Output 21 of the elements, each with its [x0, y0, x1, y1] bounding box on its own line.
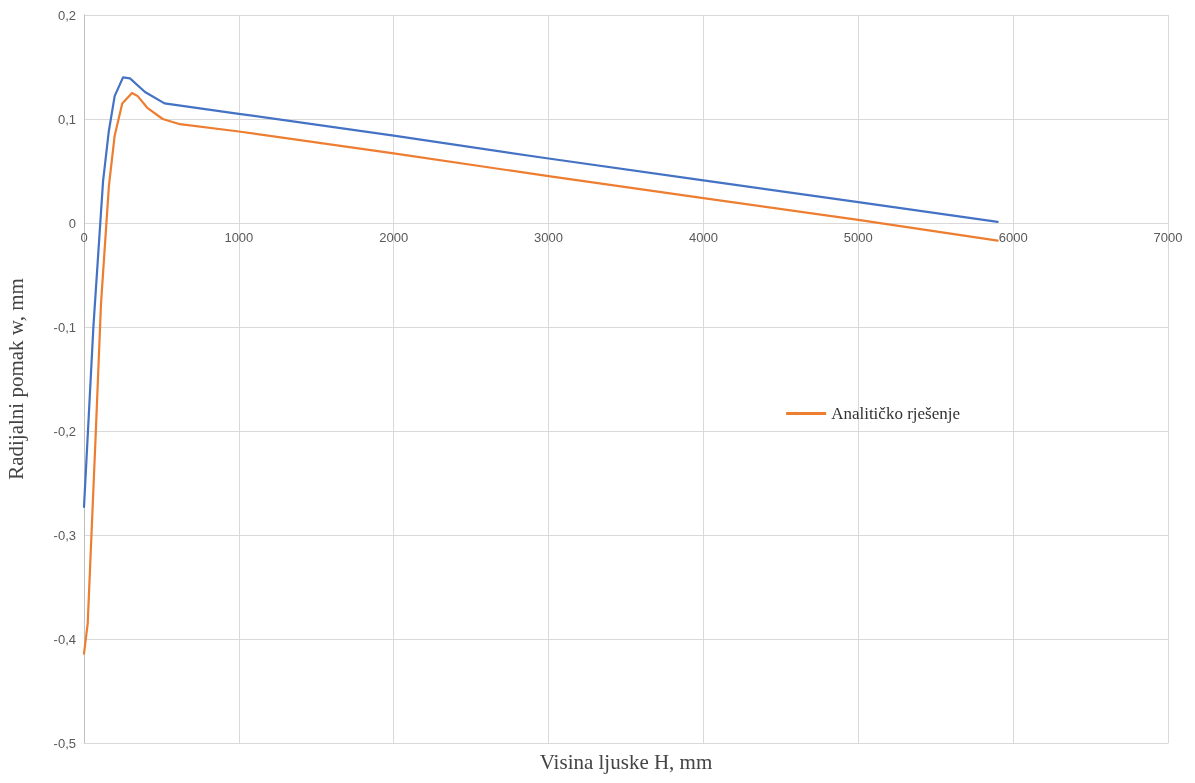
x-tick-label: 0	[80, 230, 88, 245]
x-tick-label: 1000	[224, 230, 254, 245]
x-tick-label: 2000	[379, 230, 409, 245]
y-tick-label: 0	[68, 215, 76, 231]
y-tick-label: -0,3	[53, 527, 76, 543]
x-tick-label: 4000	[688, 230, 718, 245]
legend-label: Analitičko rješenje	[831, 404, 961, 423]
y-tick-label: 0,2	[57, 7, 76, 23]
y-tick-label: -0,5	[53, 735, 76, 751]
y-tick-label: -0,4	[53, 631, 76, 647]
y-axis-title: Radijalni pomak w, mm	[3, 278, 28, 480]
y-tick-label: -0,2	[53, 423, 76, 439]
x-tick-label: 6000	[998, 230, 1028, 245]
x-tick-label: 7000	[1153, 230, 1183, 245]
line-series	[82, 76, 999, 509]
x-tick-label: 5000	[843, 230, 873, 245]
x-axis-title: Visina ljuske H, mm	[539, 749, 713, 774]
x-tick-label: 3000	[534, 230, 564, 245]
line-series	[82, 91, 999, 655]
y-tick-label: 0,1	[57, 111, 76, 127]
y-tick-label: -0,1	[53, 319, 76, 335]
